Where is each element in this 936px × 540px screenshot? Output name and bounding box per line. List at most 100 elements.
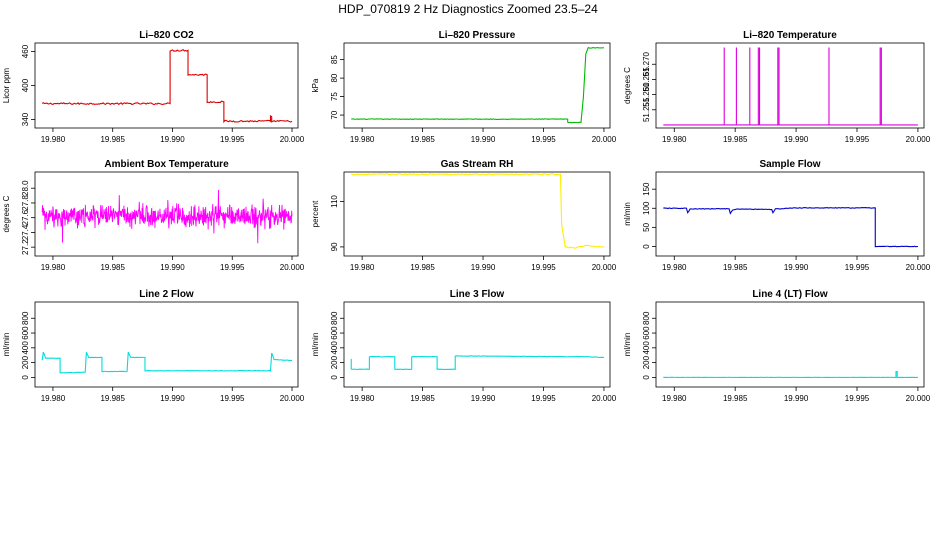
- y-tick-label: 27.4: [21, 224, 30, 240]
- y-tick-label: 85: [330, 55, 339, 64]
- y-axis-label-line4: ml/min: [623, 333, 632, 357]
- panel-line3: Line 3 Flow 19.980 19.985 19.990 19.995 20.00…: [311, 289, 617, 403]
- x-tick-label: 19.995: [531, 394, 556, 403]
- y-tick-label: 80: [330, 73, 339, 82]
- x-tick-label: 19.990: [471, 263, 496, 272]
- x-tick-label: 19.990: [160, 135, 185, 144]
- panel-title-line4: Line 4 (LT) Flow: [752, 289, 828, 300]
- x-tick-label: 19.985: [723, 394, 748, 403]
- y-tick-label: 200: [642, 355, 651, 369]
- y-tick-label: 27.8: [21, 195, 30, 211]
- panel-grid: Li–820 CO2 19.980 19.985 19.990 19.995 20.000…: [2, 30, 931, 403]
- y-tick-label: 110: [330, 195, 339, 208]
- plot-frame-co2: [34, 42, 299, 129]
- y-tick-label: 51.260: [642, 82, 651, 107]
- x-tick-label: 20.000: [280, 135, 305, 144]
- y-tick-label: 600: [330, 326, 339, 340]
- x-tick-label: 19.990: [784, 135, 809, 144]
- y-tick-label: 51.255: [642, 97, 651, 122]
- y-tick-label: 460: [21, 44, 30, 58]
- x-tick-label: 20.000: [280, 263, 305, 272]
- x-tick-label: 19.995: [531, 135, 556, 144]
- plot-frame-line2: [34, 301, 299, 388]
- y-tick-label: 0: [330, 375, 339, 380]
- x-tick-label: 19.985: [410, 263, 435, 272]
- y-tick-label: 51.265: [642, 67, 651, 92]
- x-tick-label: 19.995: [531, 263, 556, 272]
- series-line-line2: [41, 351, 293, 374]
- x-tick-label: 19.980: [662, 263, 687, 272]
- x-tick-label: 19.990: [784, 394, 809, 403]
- y-tick-label: 800: [330, 311, 339, 325]
- y-axis-label-co2: Licor ppm: [2, 68, 11, 103]
- x-tick-label: 19.985: [100, 263, 125, 272]
- x-tick-label: 19.980: [350, 394, 375, 403]
- plot-frame-rh: [343, 171, 611, 257]
- panel-ambient: Ambient Box Temperature 19.980 19.985 19.99…: [2, 159, 305, 272]
- x-tick-label: 19.985: [723, 135, 748, 144]
- panel-title-co2: Li–820 CO2: [139, 30, 194, 41]
- panel-title-ambient: Ambient Box Temperature: [104, 159, 229, 170]
- x-tick-label: 20.000: [906, 135, 931, 144]
- panel-title-line3: Line 3 Flow: [450, 289, 505, 300]
- x-tick-label: 19.985: [100, 394, 125, 403]
- x-tick-label: 19.985: [100, 135, 125, 144]
- y-tick-label: 50: [642, 222, 651, 231]
- y-tick-label: 400: [330, 341, 339, 355]
- x-tick-label: 19.990: [160, 263, 185, 272]
- x-tick-label: 20.000: [592, 135, 617, 144]
- x-tick-label: 19.995: [845, 263, 870, 272]
- panel-temperature: Li–820 Temperature 19.980 19.985 19.990 19.9…: [623, 30, 931, 144]
- y-tick-label: 75: [330, 92, 339, 101]
- y-axis-label-temperature: degrees C: [623, 67, 632, 104]
- y-axis-label-line3: ml/min: [311, 333, 320, 357]
- x-tick-label: 19.990: [471, 135, 496, 144]
- y-tick-label: 28.0: [21, 180, 30, 196]
- x-tick-label: 19.980: [662, 135, 687, 144]
- y-tick-label: 400: [21, 341, 30, 355]
- y-tick-label: 340: [21, 112, 30, 126]
- y-tick-label: 150: [642, 182, 651, 196]
- y-axis-label-rh: percent: [311, 200, 320, 227]
- panel-title-sample_flow: Sample Flow: [759, 159, 820, 170]
- y-tick-label: 70: [330, 110, 339, 119]
- x-tick-label: 20.000: [280, 394, 305, 403]
- x-tick-label: 19.985: [723, 263, 748, 272]
- x-tick-label: 20.000: [592, 263, 617, 272]
- series-line-line3: [350, 355, 604, 371]
- y-axis-label-ambient: degrees C: [2, 195, 11, 232]
- x-tick-label: 20.000: [906, 263, 931, 272]
- y-tick-label: 100: [642, 201, 651, 215]
- y-tick-label: 0: [21, 375, 30, 380]
- panel-rh: Gas Stream RH 19.980 19.985 19.990 19.995 20.…: [311, 159, 617, 272]
- y-tick-label: 0: [642, 244, 651, 249]
- x-tick-label: 19.990: [160, 394, 185, 403]
- y-tick-label: 0: [642, 375, 651, 380]
- plot-frame-pressure: [343, 42, 611, 129]
- y-tick-label: 51.270: [642, 51, 651, 76]
- x-tick-label: 19.990: [471, 394, 496, 403]
- series-line-temperature: [663, 47, 918, 126]
- y-tick-label: 600: [642, 326, 651, 340]
- x-tick-label: 19.980: [41, 394, 66, 403]
- panel-title-temperature: Li–820 Temperature: [743, 30, 837, 41]
- x-tick-label: 19.985: [410, 394, 435, 403]
- panel-title-rh: Gas Stream RH: [441, 159, 514, 170]
- y-tick-label: 90: [330, 242, 339, 251]
- series-line-rh: [350, 173, 604, 249]
- panel-title-pressure: Li–820 Pressure: [439, 30, 516, 41]
- x-tick-label: 20.000: [906, 394, 931, 403]
- panel-title-line2: Line 2 Flow: [139, 289, 194, 300]
- panel-line4: Line 4 (LT) Flow 19.980 19.985 19.990 19.995…: [623, 289, 931, 403]
- y-axis-label-line2: ml/min: [2, 333, 11, 357]
- y-tick-label: 27.2: [21, 239, 30, 255]
- x-tick-label: 19.995: [845, 394, 870, 403]
- x-tick-label: 19.990: [784, 263, 809, 272]
- y-tick-label: 400: [21, 78, 30, 92]
- x-tick-label: 19.995: [220, 394, 245, 403]
- x-tick-label: 20.000: [592, 394, 617, 403]
- x-tick-label: 19.995: [220, 135, 245, 144]
- x-tick-label: 19.980: [350, 263, 375, 272]
- series-line-co2: [41, 49, 293, 124]
- y-tick-label: 200: [330, 355, 339, 369]
